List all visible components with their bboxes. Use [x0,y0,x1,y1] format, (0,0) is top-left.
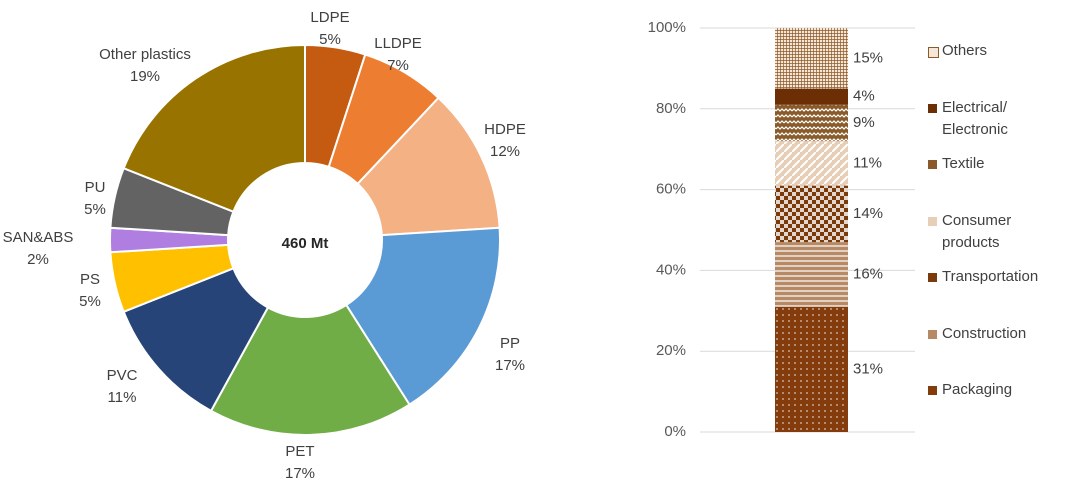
donut-slice [344,226,501,407]
slice-label: PET [285,443,314,460]
legend-swatch [928,273,937,282]
bar-value-label: 4% [853,88,875,105]
bar-segment-pattern [775,88,848,105]
slice-value-label: 17% [495,357,525,374]
bar-value-label: 15% [853,49,883,66]
legend-entry: Textile [928,153,1060,175]
slice-label: PU [85,179,106,196]
bar-segment-pattern [775,141,848,186]
legend-label: Packaging [942,381,1013,398]
slice-value-label: 19% [130,68,160,85]
y-tick-label: 40% [656,261,686,278]
bar-value-label: 11% [853,154,882,171]
donut-slice [209,303,411,436]
legend-entry: Packaging [928,379,1060,401]
slice-label: LDPE [310,9,349,26]
donut-slice [356,96,501,237]
y-tick-label: 80% [656,100,686,117]
legend-entry: Transportation [928,266,1060,288]
bar-segment-pattern [775,28,848,89]
legend-entry: Others [928,40,1060,62]
legend-label: Others [942,42,988,59]
slice-value-label: 5% [84,201,106,218]
slice-label: SAN&ABS [3,229,74,246]
legend-label: Transportation [942,268,1039,285]
legend-label: Construction [942,324,1027,342]
legend-swatch [928,103,937,113]
y-tick-label: 100% [648,19,686,36]
slice-value-label: 7% [387,57,409,74]
legend-swatch [928,216,937,226]
bar-segment-pattern [775,306,848,432]
legend-entry: Consumer products [928,210,1060,254]
bar-segment-pattern [775,185,848,243]
legend-swatch [928,47,939,58]
bar-segment-pattern [775,104,848,142]
slice-label: PVC [107,367,138,384]
y-tick-label: 0% [664,423,686,440]
y-tick-label: 20% [656,342,686,359]
legend-label: Textile [942,155,985,172]
legend-label: Electrical/ Electronic [942,98,1008,138]
legend-entry: Electrical/ Electronic [928,97,1060,141]
slice-label: Other plastics [99,46,191,63]
slice-label: LLDPE [374,35,422,52]
bar-value-label: 31% [853,360,883,377]
slice-value-label: 2% [27,251,49,268]
donut-slice [122,43,306,213]
y-tick-label: 60% [656,181,686,198]
bar-value-label: 14% [853,205,883,222]
slice-value-label: 17% [285,465,315,482]
slice-value-label: 5% [319,31,341,48]
legend-swatch [928,160,937,169]
slice-value-label: 5% [79,293,101,310]
bar-value-label: 16% [853,265,883,282]
center-label: 460 Mt [282,235,329,252]
legend-label: Consumer products [942,211,1012,251]
bar-segment-pattern [775,242,848,307]
slice-label: HDPE [484,121,526,138]
legend-swatch [928,329,937,339]
slice-label: PS [80,271,100,288]
slice-value-label: 12% [490,143,520,160]
legend-swatch [928,386,937,395]
slice-value-label: 11% [108,389,137,406]
slice-label: PP [500,335,520,352]
legend-entry: Construction [928,323,1060,345]
bar-value-label: 9% [853,114,875,131]
